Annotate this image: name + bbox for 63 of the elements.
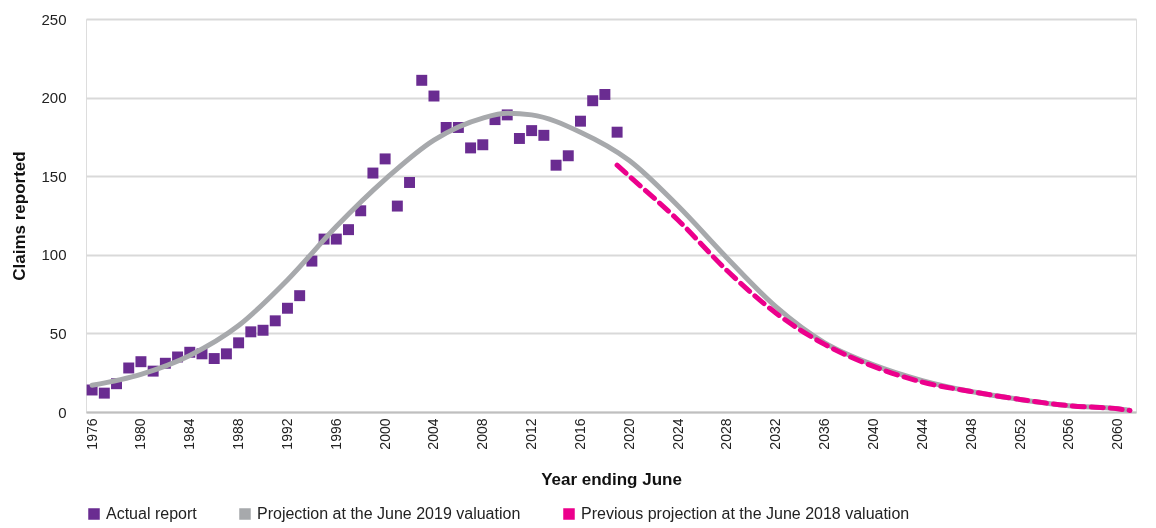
point — [269, 315, 281, 327]
x-tick-label: 2024 — [669, 418, 686, 450]
y-tick-label: 250 — [41, 10, 67, 28]
point — [575, 115, 586, 127]
point — [587, 95, 599, 107]
x-tick-label: 2044 — [913, 418, 930, 450]
y-tick-label: 150 — [41, 167, 67, 185]
x-tick-label: 1980 — [132, 418, 149, 450]
point — [135, 356, 147, 368]
point — [550, 159, 562, 171]
point — [562, 150, 574, 162]
x-tick-label: 2016 — [571, 418, 588, 450]
y-axis-title: Claims reported — [10, 151, 30, 281]
y-tick-label: 50 — [49, 324, 67, 342]
point — [465, 142, 477, 154]
x-tick-label: 2032 — [767, 418, 784, 450]
point — [343, 224, 354, 236]
legend-label: Projection at the June 2019 valuation — [257, 505, 521, 522]
point — [330, 233, 342, 245]
point — [220, 348, 232, 360]
legend-label: Actual report — [106, 505, 198, 522]
point — [538, 129, 550, 141]
x-tick-label: 2052 — [1011, 418, 1028, 450]
x-tick-label: 1988 — [230, 418, 247, 450]
point — [513, 133, 525, 144]
x-tick-label: 2060 — [1109, 418, 1126, 450]
x-tick-label: 1996 — [327, 418, 344, 450]
x-tick-label: 1984 — [181, 418, 198, 450]
point — [379, 153, 391, 165]
x-tick-label: 2028 — [718, 418, 735, 450]
point — [391, 200, 403, 212]
y-tick-label: 0 — [58, 403, 67, 421]
point — [281, 302, 293, 314]
legend-label: Previous projection at the June 2018 valuation — [581, 505, 910, 522]
point — [367, 167, 379, 179]
point — [123, 362, 135, 374]
point — [599, 88, 611, 100]
y-tick-label: 100 — [41, 246, 67, 264]
point — [208, 353, 220, 365]
x-tick-label: 2000 — [376, 418, 393, 450]
x-tick-label: 2008 — [474, 418, 491, 450]
point — [98, 387, 110, 399]
x-tick-label: 2040 — [865, 418, 881, 450]
x-tick-label: 2036 — [816, 418, 833, 450]
y-tick-label: 200 — [41, 89, 67, 107]
point — [477, 139, 489, 151]
x-tick-label: 1976 — [83, 418, 100, 450]
point — [416, 74, 428, 86]
x-tick-label: 2004 — [425, 418, 442, 450]
point — [257, 324, 269, 336]
x-tick-label: 2048 — [962, 418, 979, 450]
point — [294, 290, 306, 302]
point — [233, 337, 245, 349]
point — [611, 126, 623, 138]
point — [404, 177, 416, 188]
x-tick-label: 2012 — [523, 418, 540, 450]
x-axis-title: Year ending June — [541, 469, 682, 489]
x-tick-label: 1992 — [278, 418, 295, 450]
point — [526, 125, 538, 137]
x-tick-label: 2020 — [620, 418, 637, 450]
x-tick-label: 2056 — [1060, 418, 1077, 450]
point — [428, 90, 440, 102]
point — [245, 326, 257, 338]
